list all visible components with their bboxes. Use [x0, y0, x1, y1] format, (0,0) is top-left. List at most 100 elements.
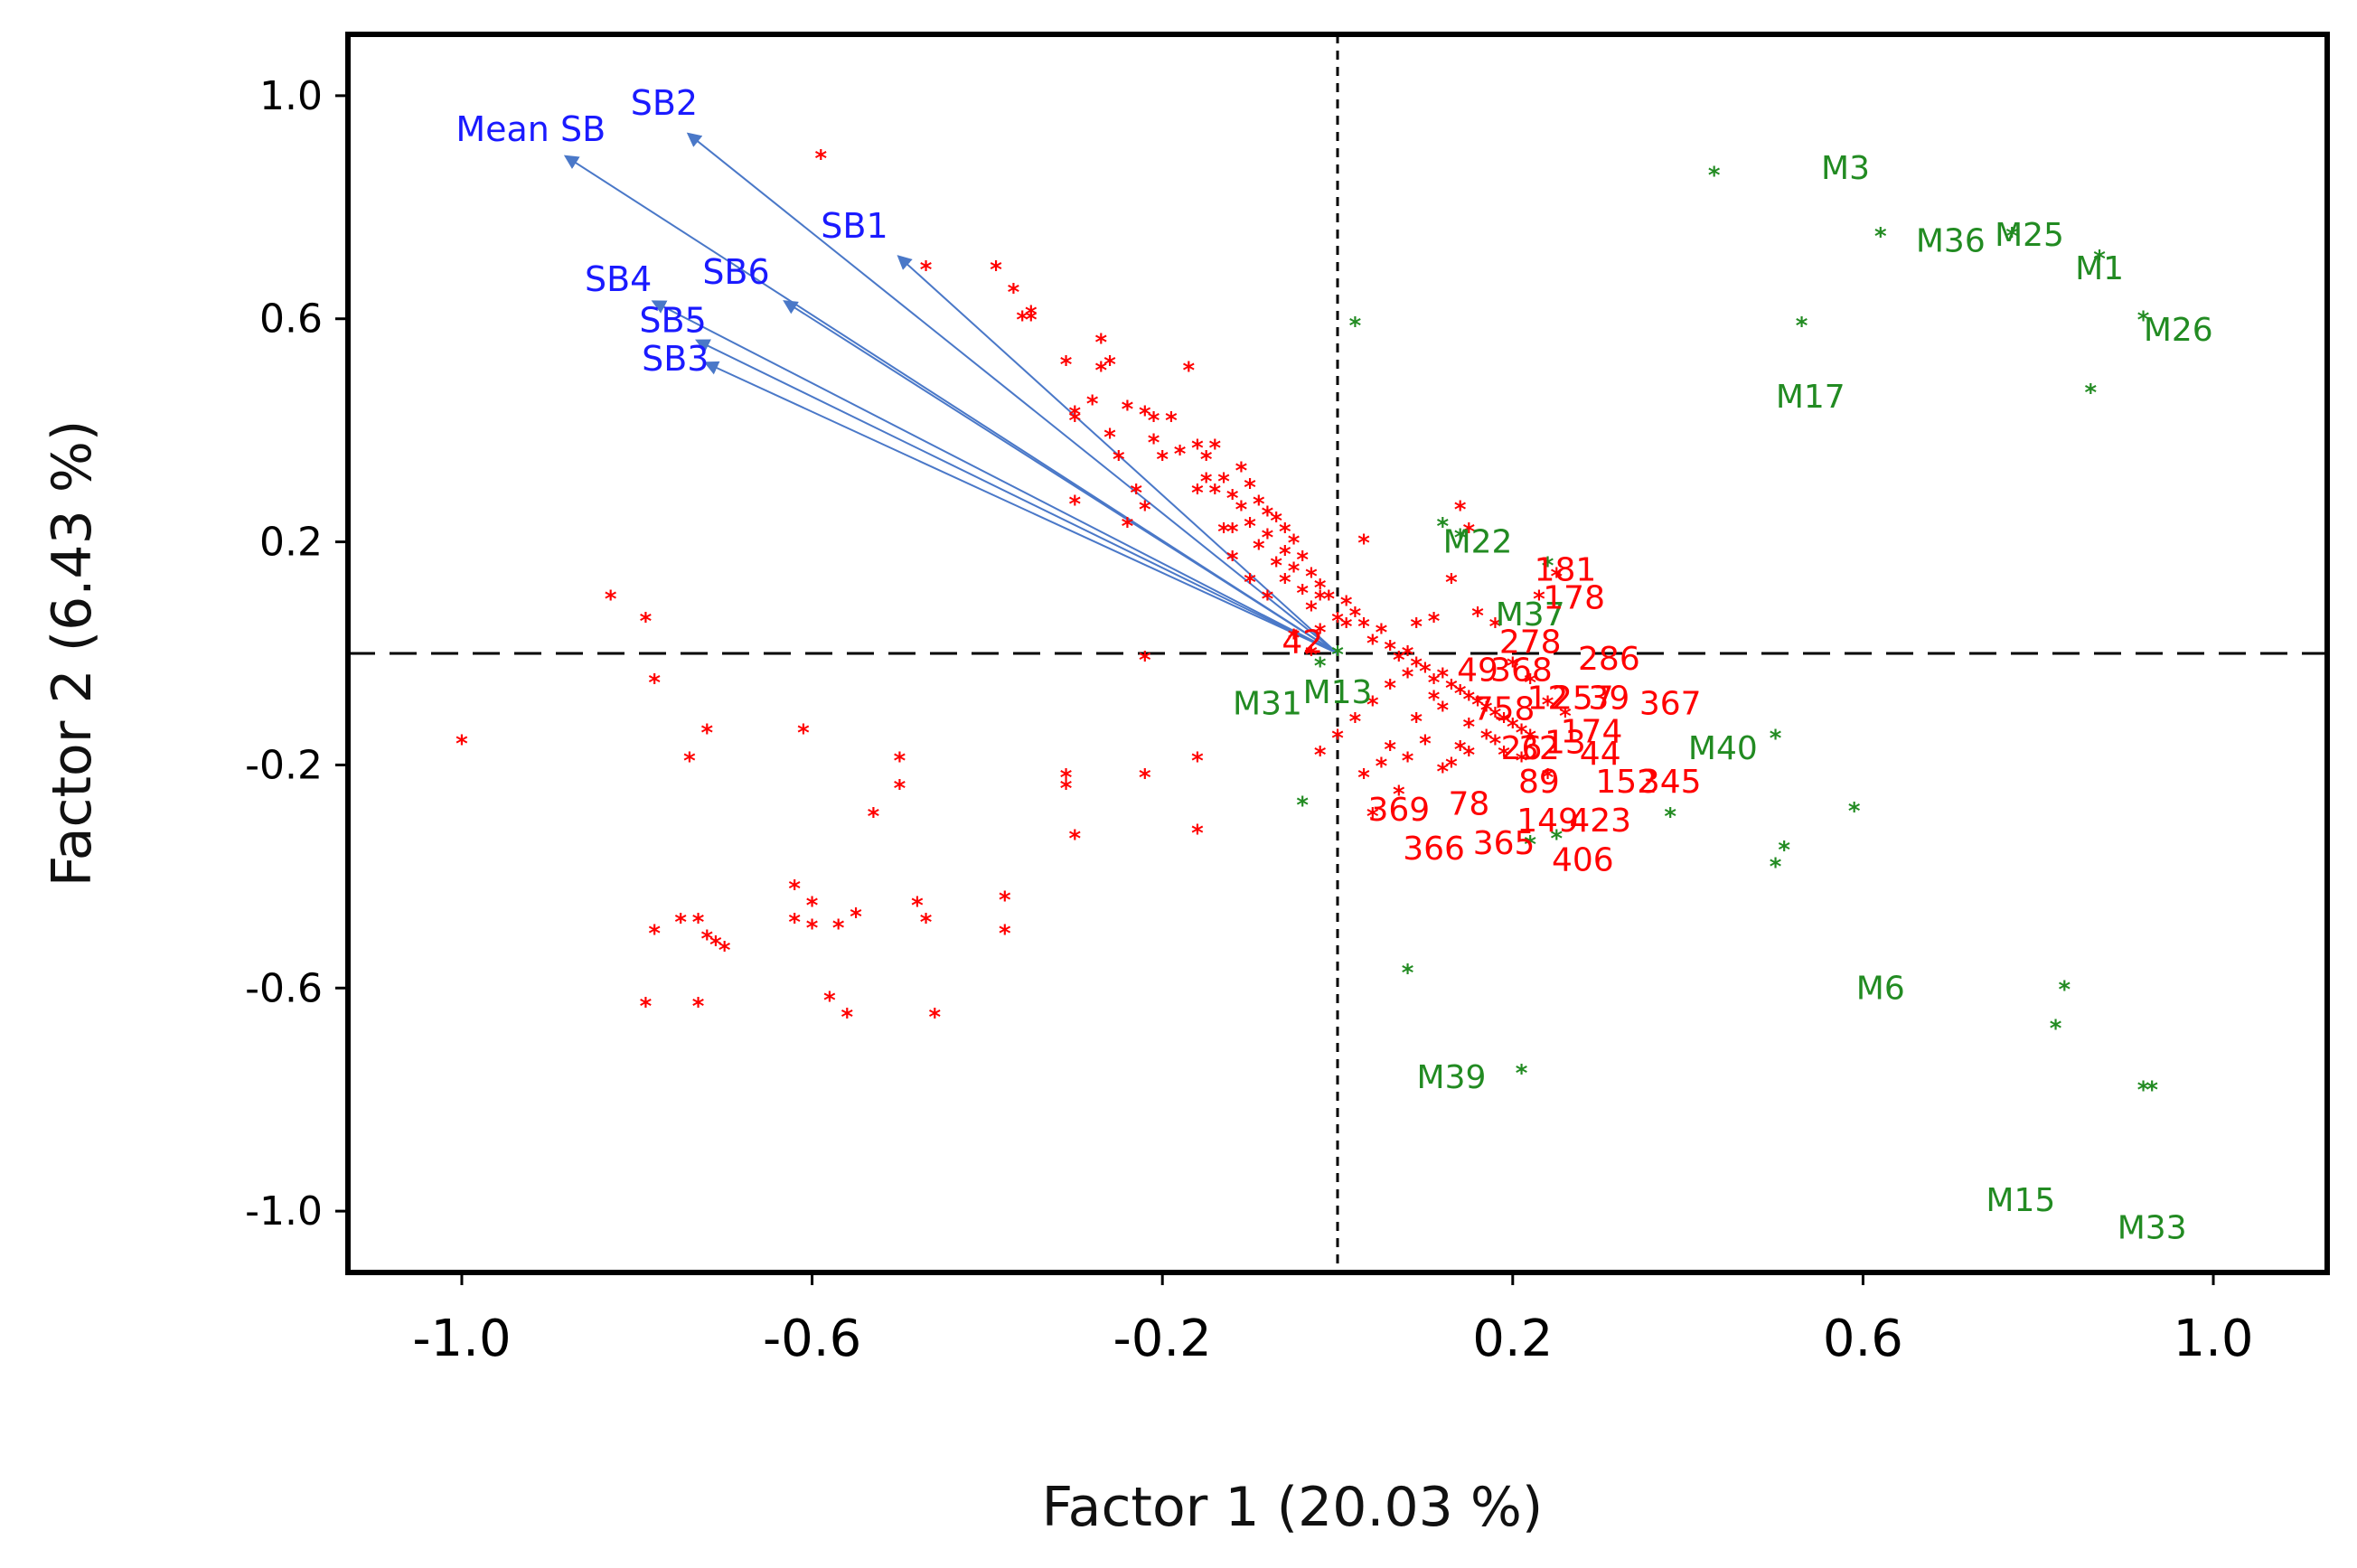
genotype-point: *	[1060, 775, 1073, 803]
marker-point: *	[1296, 793, 1309, 820]
genotype-point: *	[1323, 586, 1336, 613]
genotype-point: *	[718, 937, 731, 964]
genotype-label: 366	[1403, 831, 1465, 868]
x-tick-label: 0.2	[1472, 1310, 1553, 1368]
y-tick-label: -1.0	[245, 1188, 323, 1235]
marker-point: *	[1770, 726, 1782, 753]
genotype-label: 39	[1588, 680, 1629, 717]
genotype-point: *	[1130, 480, 1142, 507]
genotype-label: 368	[1490, 653, 1553, 690]
genotype-point: *	[1148, 429, 1160, 456]
genotype-point: *	[1419, 659, 1432, 686]
marker-point: *	[1314, 653, 1327, 680]
genotype-point: *	[1288, 624, 1301, 652]
genotype-point: *	[1226, 519, 1239, 546]
marker-point: *	[1664, 803, 1676, 831]
genotype-point: *	[1217, 469, 1230, 496]
genotype-point: *	[1191, 480, 1204, 507]
trait-vector-arrow	[686, 132, 1338, 654]
genotype-point: *	[1060, 352, 1073, 379]
marker-label: M26	[2144, 312, 2213, 349]
marker-label: M37	[1496, 596, 1565, 634]
genotype-label: 365	[1473, 825, 1535, 862]
genotype-point: *	[1305, 597, 1318, 624]
genotype-point: *	[1428, 670, 1441, 697]
genotype-label: 369	[1367, 792, 1430, 829]
genotype-point: *	[1436, 698, 1449, 725]
genotype-point: *	[1200, 469, 1213, 496]
marker-label: M39	[1417, 1059, 1487, 1096]
genotype-point: *	[1103, 352, 1116, 379]
marker-point: *	[1542, 552, 1554, 579]
genotype-label: 149	[1517, 803, 1579, 840]
genotype-label: 174	[1561, 713, 1623, 750]
marker-label: M3	[1821, 150, 1870, 187]
y-tick-label: 1.0	[259, 73, 323, 119]
genotype-point: *	[1524, 670, 1536, 697]
genotype-point: *	[1182, 357, 1195, 384]
genotype-point: *	[1410, 653, 1423, 680]
genotype-point: *	[674, 909, 687, 936]
genotype-point: *	[1139, 402, 1151, 429]
genotype-point: *	[1445, 569, 1458, 596]
y-axis-label: Factor 2 (6.43 %)	[41, 420, 104, 887]
marker-label: M15	[1986, 1182, 2055, 1219]
genotype-label: 286	[1578, 641, 1640, 678]
genotype-point: *	[841, 1004, 854, 1031]
genotype-point: *	[990, 257, 1002, 284]
genotype-point: *	[999, 887, 1011, 915]
marker-point: *	[2085, 380, 2098, 407]
genotype-point: *	[1393, 781, 1405, 808]
genotype-point: *	[797, 719, 810, 746]
genotype-point: *	[1191, 436, 1204, 463]
genotype-point: *	[1471, 603, 1484, 630]
genotype-point: *	[1025, 302, 1038, 329]
genotype-point: *	[1402, 642, 1414, 669]
genotype-point: *	[788, 876, 801, 903]
genotype-point: *	[1191, 820, 1204, 847]
genotype-point: *	[1384, 675, 1396, 702]
genotype-point: *	[1480, 698, 1493, 725]
genotype-point: *	[1357, 614, 1370, 641]
genotype-point: *	[640, 608, 653, 635]
marker-label: M33	[2118, 1210, 2187, 1247]
genotype-point: *	[1428, 608, 1441, 635]
genotype-point: *	[894, 775, 906, 803]
genotype-point: *	[1463, 686, 1476, 713]
genotype-point: *	[1139, 497, 1151, 524]
genotype-point: *	[1060, 765, 1073, 792]
genotype-point: *	[700, 719, 713, 746]
trait-vector-label: SB5	[639, 300, 706, 340]
y-tick-label: -0.2	[245, 742, 323, 788]
genotype-point: *	[1463, 714, 1476, 741]
marker-point: *	[1770, 854, 1782, 881]
marker-label: M13	[1303, 674, 1373, 711]
x-tick-label: -1.0	[412, 1310, 511, 1368]
genotype-point: *	[1445, 675, 1458, 702]
marker-label: M31	[1233, 686, 1302, 723]
marker-point: *	[1454, 524, 1467, 551]
genotype-point: *	[1357, 530, 1370, 558]
genotype-label: 278	[1499, 624, 1562, 662]
genotype-point: *	[1113, 446, 1125, 474]
genotype-point: *	[1436, 759, 1449, 786]
genotype-point: *	[1376, 619, 1388, 646]
marker-label: M40	[1688, 730, 1758, 767]
genotype-point: *	[1314, 575, 1327, 602]
genotype-point: *	[1489, 614, 1502, 641]
genotype-point: *	[1174, 441, 1187, 468]
genotype-point: *	[1095, 357, 1108, 384]
genotype-point: *	[1262, 502, 1274, 530]
genotype-label: 257	[1552, 680, 1614, 717]
genotype-label: 345	[1639, 764, 1702, 801]
genotype-point: *	[1480, 726, 1493, 753]
trait-vector-arrow	[783, 300, 1338, 654]
genotype-point: *	[1419, 731, 1432, 758]
genotype-point: *	[455, 731, 468, 758]
genotype-point: *	[1331, 726, 1344, 753]
genotype-label: 406	[1552, 841, 1614, 878]
trait-vector-label: SB2	[631, 83, 698, 123]
genotype-point: *	[1445, 753, 1458, 780]
y-tick-label: -0.6	[245, 965, 323, 1011]
genotype-point: *	[1244, 474, 1256, 502]
